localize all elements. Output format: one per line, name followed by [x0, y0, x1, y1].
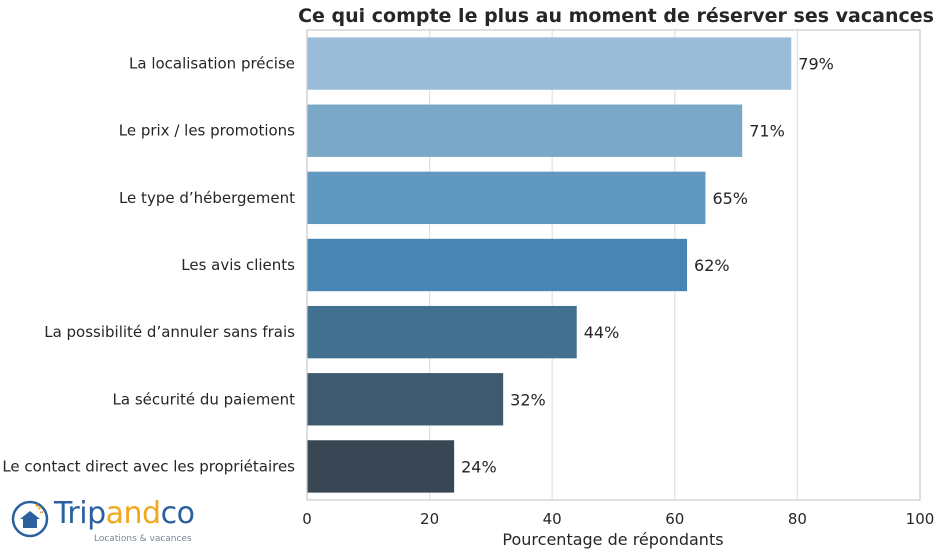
labels: 0 20 40 60 80 100 La localisation précise 79% Le… — [2, 55, 934, 528]
bar — [307, 440, 455, 493]
category-label: Le contact direct avec les propriétaires — [2, 457, 295, 475]
category-label: La possibilité d’annuler sans frais — [44, 323, 295, 341]
bar — [307, 238, 688, 292]
bar — [307, 37, 792, 90]
category-label: La localisation précise — [129, 55, 295, 73]
x-tick-label: 0 — [302, 510, 312, 528]
logo-word-and: and — [105, 496, 161, 531]
x-axis-title: Pourcentage de répondants — [502, 530, 723, 549]
logo-word-co: co — [160, 496, 195, 531]
value-label: 79% — [798, 55, 834, 74]
value-label: 24% — [461, 457, 497, 476]
logo-wordmark: Tripandco — [54, 496, 195, 531]
x-tick-label: 100 — [906, 510, 935, 528]
bar — [307, 373, 504, 426]
value-label: 32% — [510, 390, 546, 409]
logo-word-trip: Trip — [54, 496, 106, 531]
category-label: Le type d’hébergement — [119, 189, 295, 207]
x-tick-label: 40 — [543, 510, 562, 528]
plot-frame — [306, 29, 921, 501]
value-label: 71% — [749, 122, 785, 141]
bar — [307, 305, 577, 359]
category-label: Le prix / les promotions — [119, 122, 295, 140]
chart-title: Ce qui compte le plus au moment de réser… — [298, 5, 934, 27]
value-label: 62% — [694, 256, 730, 275]
logo-tagline: Locations & vacances — [94, 534, 192, 544]
category-label: La sécurité du paiement — [113, 390, 296, 408]
category-label: Les avis clients — [181, 256, 295, 274]
x-tick-label: 60 — [665, 510, 684, 528]
house-sun-icon — [11, 500, 49, 538]
bars — [307, 37, 792, 493]
x-tick-label: 20 — [420, 510, 439, 528]
value-label: 44% — [584, 323, 620, 342]
value-label: 65% — [712, 189, 748, 208]
bar — [307, 171, 706, 225]
x-tick-label: 80 — [788, 510, 807, 528]
tripandco-logo: Tripandco Locations & vacances — [10, 496, 210, 550]
bar — [307, 104, 743, 157]
